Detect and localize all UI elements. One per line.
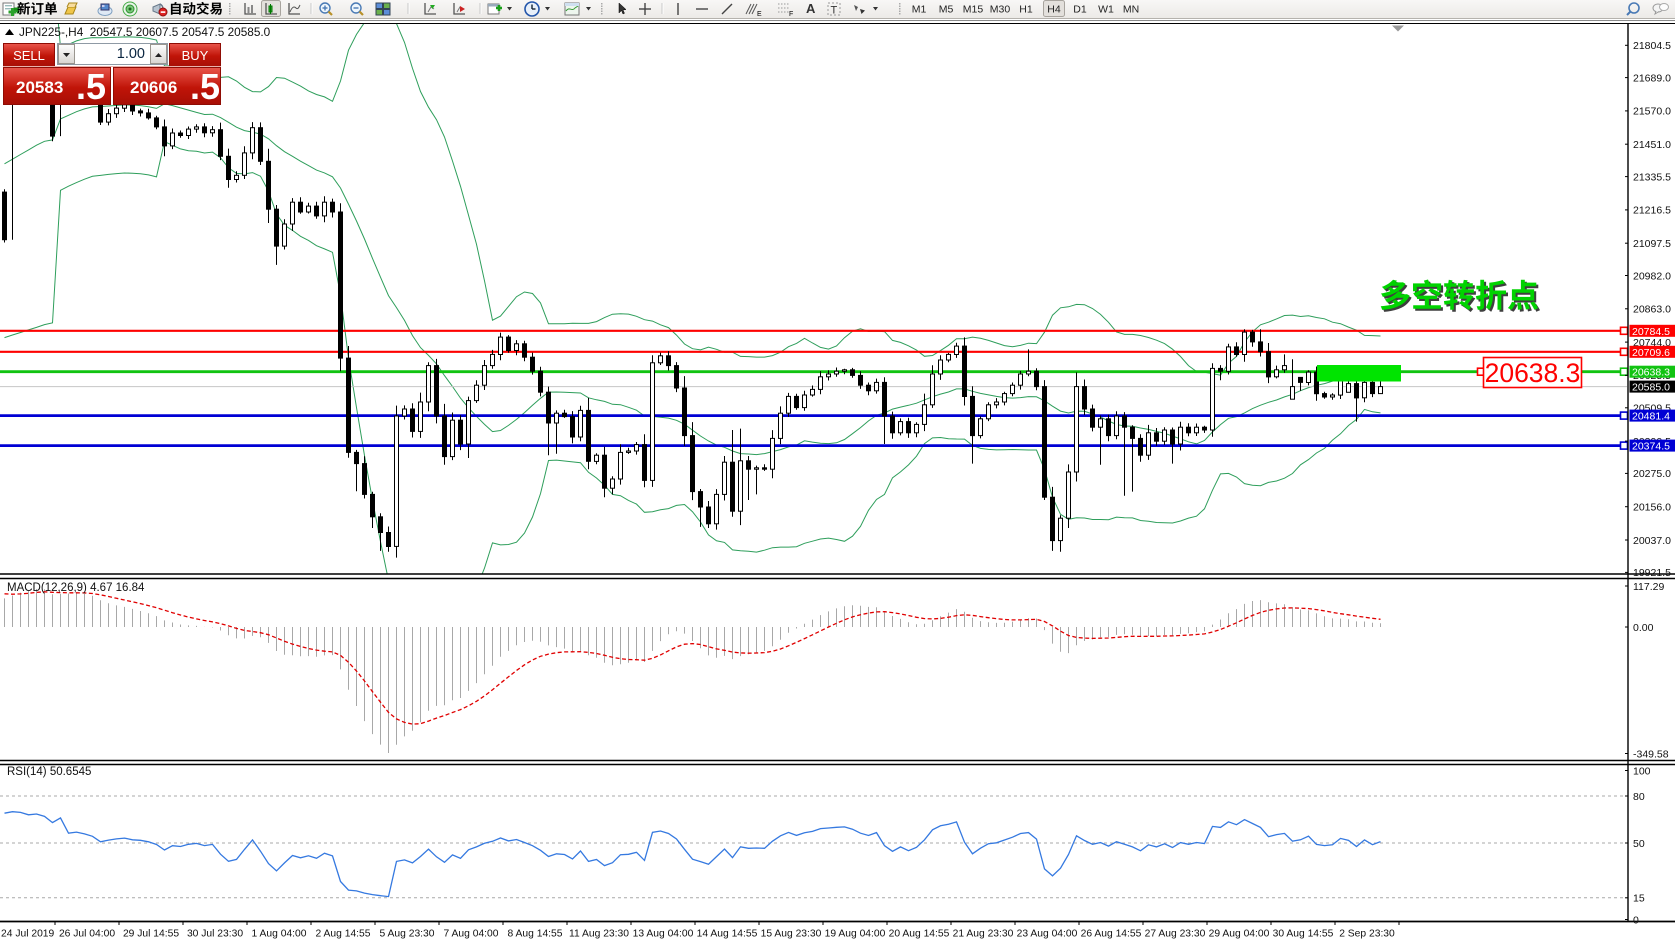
svg-text:14 Aug 14:55: 14 Aug 14:55: [697, 929, 758, 940]
svg-text:21451.0: 21451.0: [1633, 139, 1671, 151]
svg-text:80: 80: [1633, 791, 1645, 803]
svg-text:30 Aug 14:55: 30 Aug 14:55: [1273, 929, 1334, 940]
svg-text:8 Aug 14:55: 8 Aug 14:55: [508, 929, 563, 940]
svg-text:A: A: [806, 1, 816, 16]
svg-text:20275.0: 20275.0: [1633, 468, 1671, 480]
svg-text:D1: D1: [1073, 4, 1087, 16]
svg-text:50: 50: [1633, 838, 1645, 850]
svg-text:20638.3: 20638.3: [1485, 358, 1581, 388]
svg-text:M30: M30: [990, 4, 1011, 16]
svg-text:H4: H4: [1047, 4, 1061, 16]
svg-text:20374.5: 20374.5: [1632, 441, 1670, 453]
svg-text:-349.58: -349.58: [1633, 748, 1669, 760]
svg-text:M1: M1: [912, 4, 927, 16]
svg-text:E: E: [757, 11, 762, 18]
svg-text:100: 100: [1633, 765, 1651, 777]
svg-text:20585.0: 20585.0: [1632, 382, 1670, 394]
svg-text:M15: M15: [963, 4, 984, 16]
svg-text:F: F: [789, 11, 793, 18]
svg-text:30 Jul 23:30: 30 Jul 23:30: [187, 929, 243, 940]
svg-text:20156.0: 20156.0: [1633, 502, 1671, 514]
svg-text:20982.0: 20982.0: [1633, 270, 1671, 282]
svg-text:117.29: 117.29: [1633, 581, 1664, 593]
svg-text:21570.0: 21570.0: [1633, 106, 1671, 118]
svg-text:7 Aug 04:00: 7 Aug 04:00: [444, 929, 499, 940]
svg-text:21 Aug 23:30: 21 Aug 23:30: [953, 929, 1014, 940]
svg-text:MN: MN: [1123, 4, 1139, 16]
svg-text:29 Jul 14:55: 29 Jul 14:55: [123, 929, 179, 940]
svg-text:15: 15: [1633, 893, 1645, 905]
svg-text:29 Aug 04:00: 29 Aug 04:00: [1209, 929, 1270, 940]
svg-text:21335.5: 21335.5: [1633, 171, 1671, 183]
svg-text:20481.4: 20481.4: [1632, 411, 1670, 423]
svg-text:27 Aug 23:30: 27 Aug 23:30: [1145, 929, 1206, 940]
svg-text:M5: M5: [939, 4, 954, 16]
svg-text:21804.5: 21804.5: [1633, 40, 1671, 52]
svg-text:20709.6: 20709.6: [1632, 347, 1670, 359]
svg-text:21097.5: 21097.5: [1633, 238, 1671, 250]
svg-text:2 Sep 23:30: 2 Sep 23:30: [1339, 929, 1395, 940]
svg-text:2 Aug 14:55: 2 Aug 14:55: [316, 929, 371, 940]
svg-text:20638.3: 20638.3: [1632, 367, 1670, 379]
svg-text:19921.5: 19921.5: [1633, 567, 1671, 579]
svg-text:T: T: [831, 5, 838, 17]
svg-text:11 Aug 23:30: 11 Aug 23:30: [569, 929, 629, 940]
svg-text:21216.5: 21216.5: [1633, 205, 1671, 217]
svg-text:20037.0: 20037.0: [1633, 535, 1671, 547]
svg-text:1 Aug 04:00: 1 Aug 04:00: [252, 929, 307, 940]
svg-text:W1: W1: [1098, 4, 1114, 16]
svg-text:24 Jul 2019: 24 Jul 2019: [1, 929, 55, 940]
svg-text:15 Aug 23:30: 15 Aug 23:30: [761, 929, 822, 940]
svg-text:5 Aug 23:30: 5 Aug 23:30: [380, 929, 435, 940]
svg-text:0.00: 0.00: [1633, 622, 1654, 634]
svg-text:13 Aug 04:00: 13 Aug 04:00: [633, 929, 694, 940]
svg-text:19 Aug 04:00: 19 Aug 04:00: [825, 929, 886, 940]
svg-text:23 Aug 04:00: 23 Aug 04:00: [1017, 929, 1078, 940]
svg-text:20863.0: 20863.0: [1633, 304, 1671, 316]
svg-text:0: 0: [1633, 914, 1639, 926]
svg-text:21689.0: 21689.0: [1633, 72, 1671, 84]
svg-text:MACD(12,26,9) 4.67 16.84: MACD(12,26,9) 4.67 16.84: [7, 582, 145, 594]
svg-text:26 Aug 14:55: 26 Aug 14:55: [1081, 929, 1142, 940]
svg-text:JPN225-,H4 20547.5 20607.5 20: JPN225-,H4 20547.5 20607.5 20547.5 20585…: [19, 25, 271, 39]
svg-text:H1: H1: [1019, 4, 1033, 16]
svg-text:26 Jul 04:00: 26 Jul 04:00: [59, 929, 115, 940]
svg-text:RSI(14) 50.6545: RSI(14) 50.6545: [7, 766, 91, 778]
svg-text:20784.5: 20784.5: [1632, 326, 1670, 338]
svg-text:20 Aug 14:55: 20 Aug 14:55: [889, 929, 950, 940]
